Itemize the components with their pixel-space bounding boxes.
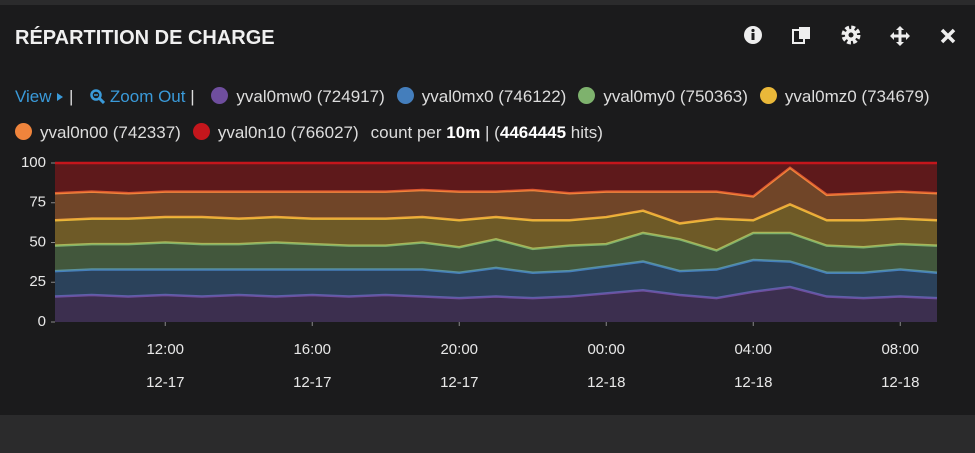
- area: [55, 163, 937, 197]
- area: [55, 204, 937, 251]
- y-tick-label: 75: [29, 194, 46, 211]
- legend-label: yval0mx0 (746122): [421, 87, 567, 106]
- info-icon[interactable]: [743, 25, 763, 45]
- legend-swatch: [192, 123, 210, 140]
- x-tick-label: 04:00: [734, 341, 772, 358]
- legend-item: yval0my0 (750363): [578, 79, 748, 115]
- panel: RÉPARTITION DE CHARGE View | Zoom Out | …: [0, 5, 975, 415]
- x-tick-label: 12-17: [146, 374, 184, 391]
- legend: View | Zoom Out | yval0mw0 (724917) yval0…: [15, 79, 955, 151]
- x-tick-label: 00:00: [587, 341, 625, 358]
- clone-icon[interactable]: [791, 25, 813, 45]
- x-tick-label: 16:00: [293, 341, 331, 358]
- panel-icons: [743, 25, 957, 47]
- area-line: [54, 202, 938, 225]
- area-line: [54, 166, 938, 198]
- panel-title: RÉPARTITION DE CHARGE: [15, 27, 275, 49]
- x-tick-label: 12:00: [146, 341, 184, 358]
- summary-suffix: hits): [570, 123, 603, 142]
- x-tick-label: 20:00: [440, 341, 478, 358]
- zoom-icon: [90, 89, 106, 105]
- legend-item: yval0mw0 (724917): [211, 79, 385, 115]
- legend-label: yval0n00 (742337): [40, 123, 181, 142]
- view-label: View: [15, 87, 52, 106]
- x-tick-label: 12-18: [587, 374, 625, 391]
- legend-label: yval0mw0 (724917): [236, 87, 385, 106]
- legend-item: yval0mx0 (746122): [396, 79, 567, 115]
- legend-swatch: [396, 87, 414, 104]
- view-menu[interactable]: View |: [15, 87, 74, 106]
- area-line: [54, 231, 938, 252]
- legend-swatch: [759, 87, 777, 104]
- legend-swatch: [15, 123, 32, 140]
- legend-label: yval0my0 (750363): [603, 87, 748, 106]
- view-caret: [57, 93, 64, 101]
- legend-label: yval0mz0 (734679): [784, 87, 930, 106]
- summary-interval: 10m: [446, 123, 481, 142]
- summary-prefix: count per: [370, 123, 442, 142]
- x-tick-label: 08:00: [881, 341, 919, 358]
- x-tick-label: 12-17: [440, 374, 478, 391]
- y-tick-label: 0: [38, 313, 46, 330]
- legend-item: yval0n10 (766027): [192, 115, 359, 151]
- x-tick-label: 12-17: [293, 374, 331, 391]
- settings-icon[interactable]: [841, 25, 861, 45]
- area-line: [54, 258, 938, 274]
- legend-item: yval0mz0 (734679): [759, 79, 930, 115]
- legend-label: yval0n10 (766027): [217, 123, 359, 142]
- summary-separator: | (: [485, 123, 500, 142]
- legend-swatch: [578, 87, 596, 104]
- area: [55, 287, 937, 322]
- summary: count per 10m | (4464445 hits): [371, 115, 603, 151]
- zoom-label: Zoom Out: [109, 87, 186, 106]
- y-tick-label: 100: [21, 154, 46, 171]
- chart: 0 25 50 75 100 12:00 12-17 16:00 12-17 20:00 12-17…: [21, 154, 938, 391]
- y-tick-label: 25: [29, 273, 46, 290]
- zoom-out[interactable]: Zoom Out |: [90, 79, 195, 115]
- summary-hits: 4464445: [499, 123, 567, 142]
- legend-swatch: [211, 87, 229, 104]
- close-icon[interactable]: [939, 25, 957, 45]
- y-tick-label: 50: [29, 233, 46, 250]
- x-tick-label: 12-18: [881, 374, 919, 391]
- x-tick-label: 12-18: [734, 374, 772, 391]
- legend-item: yval0n00 (742337): [15, 115, 181, 151]
- move-icon[interactable]: [889, 25, 911, 47]
- area-line: [54, 285, 938, 300]
- area: [55, 167, 937, 224]
